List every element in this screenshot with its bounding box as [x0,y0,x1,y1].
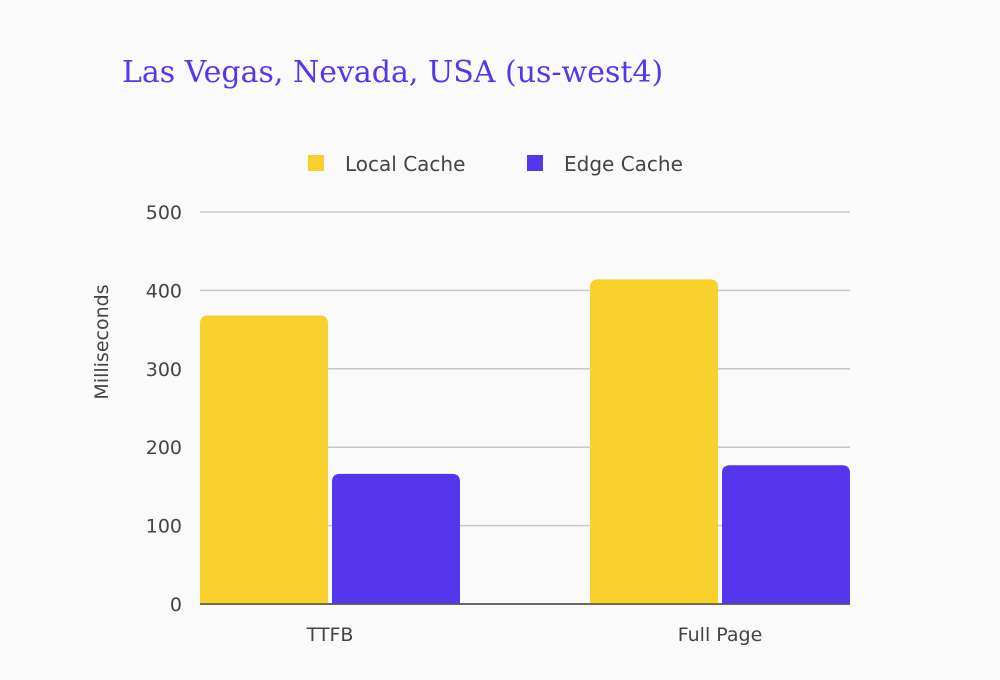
y-axis-label: Milliseconds [91,284,113,399]
y-tick-label: 400 [146,280,182,302]
bar-local-cache [590,279,718,604]
y-tick-label: 300 [146,359,182,381]
legend-swatch [527,155,543,171]
chart-title: Las Vegas, Nevada, USA (us-west4) [122,55,664,90]
legend-label: Edge Cache [564,152,683,176]
x-tick-label: TTFB [306,624,354,646]
y-tick-label: 100 [146,516,182,538]
legend-swatch [308,155,324,171]
legend-label: Local Cache [345,152,465,176]
bar-edge-cache [332,473,460,604]
x-tick-label: Full Page [678,624,763,646]
bar-local-cache [200,315,328,604]
bar-edge-cache [722,465,850,604]
y-tick-label: 500 [146,202,182,224]
y-tick-label: 0 [170,594,182,616]
y-tick-label: 200 [146,437,182,459]
